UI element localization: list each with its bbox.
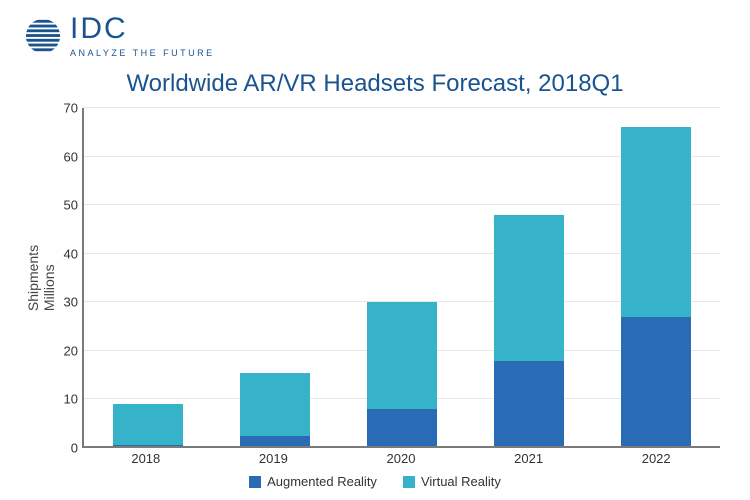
bar-segment <box>494 215 564 361</box>
bar-segment <box>621 317 691 448</box>
legend: Augmented Reality Virtual Reality <box>30 474 720 489</box>
y-tick-label: 60 <box>64 149 78 164</box>
y-tick-label: 20 <box>64 343 78 358</box>
y-tick-label: 50 <box>64 198 78 213</box>
bar-group <box>113 404 183 448</box>
legend-label: Virtual Reality <box>421 474 501 489</box>
y-axis-ticks: 010203040506070 <box>52 108 82 448</box>
x-axis-ticks: 2018 2019 2020 2021 2022 <box>82 448 720 470</box>
legend-swatch <box>403 476 415 488</box>
x-tick-label: 2019 <box>259 451 288 466</box>
bar-segment <box>113 404 183 445</box>
chart: Worldwide AR/VR Headsets Forecast, 2018Q… <box>30 70 720 490</box>
y-axis-title-col: ShipmentsMillions <box>30 108 52 448</box>
idc-word: IDC <box>70 14 215 44</box>
bar-group <box>240 373 310 448</box>
legend-item: Augmented Reality <box>249 474 377 489</box>
bar-segment <box>494 361 564 448</box>
page-root: { "logo": { "word": "IDC", "tagline": "A… <box>0 0 750 500</box>
bar-group <box>621 127 691 448</box>
idc-globe-icon <box>24 17 62 55</box>
idc-tagline: ANALYZE THE FUTURE <box>70 48 215 58</box>
idc-logo: IDC ANALYZE THE FUTURE <box>24 14 215 58</box>
chart-title: Worldwide AR/VR Headsets Forecast, 2018Q… <box>30 70 720 98</box>
idc-logo-text: IDC ANALYZE THE FUTURE <box>70 14 215 58</box>
x-tick-label: 2020 <box>387 451 416 466</box>
y-tick-label: 40 <box>64 246 78 261</box>
plot-area <box>82 108 720 448</box>
bars-layer <box>84 108 720 448</box>
bar-segment <box>367 409 437 448</box>
legend-item: Virtual Reality <box>403 474 501 489</box>
x-tick-label: 2021 <box>514 451 543 466</box>
legend-swatch <box>249 476 261 488</box>
y-tick-label: 30 <box>64 295 78 310</box>
x-tick-label: 2018 <box>131 451 160 466</box>
bar-segment <box>240 373 310 436</box>
legend-label: Augmented Reality <box>267 474 377 489</box>
x-tick-label: 2022 <box>642 451 671 466</box>
y-tick-label: 70 <box>64 101 78 116</box>
bar-group <box>494 215 564 448</box>
bar-segment <box>367 302 437 409</box>
plot-row: ShipmentsMillions 010203040506070 <box>30 108 720 448</box>
bar-segment <box>621 127 691 316</box>
y-tick-label: 0 <box>71 441 78 456</box>
y-tick-label: 10 <box>64 392 78 407</box>
bar-group <box>367 302 437 448</box>
